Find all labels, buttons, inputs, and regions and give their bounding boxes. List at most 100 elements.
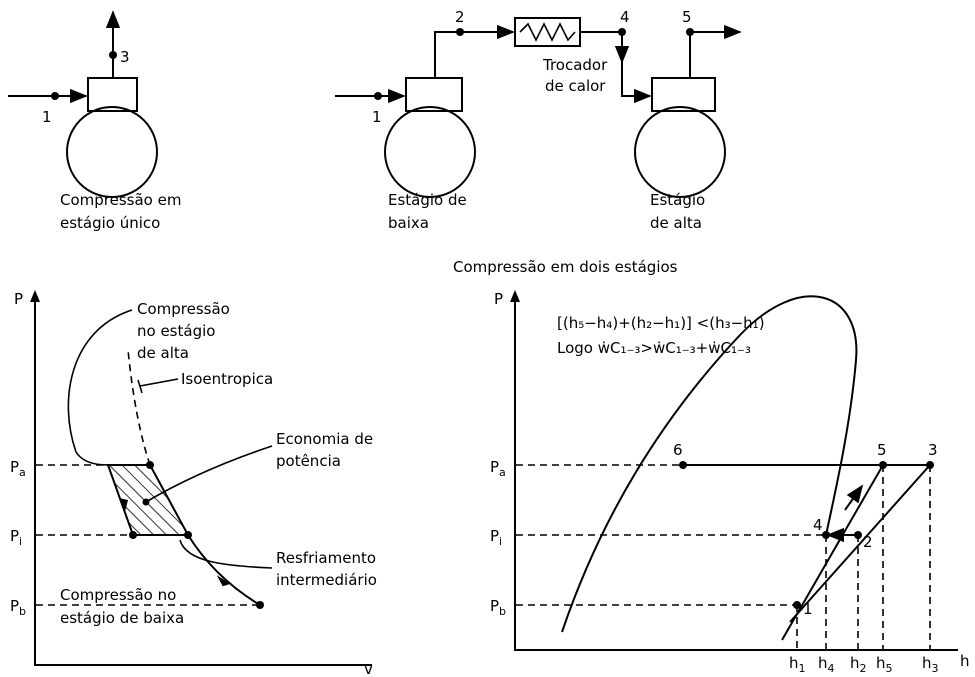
leader [67,309,133,466]
sub: b [499,605,506,618]
axis-label: P [14,290,23,308]
sub: i [19,535,22,548]
point-label: 3 [928,441,938,459]
axis-arrow [510,290,520,302]
point-label: 4 [620,8,630,26]
point-label: 4 [813,516,823,534]
point [618,28,626,36]
compressor-head [405,77,463,112]
sub: 3 [932,662,939,675]
h: h [922,654,932,672]
line [789,464,931,623]
label: baixa [388,214,429,232]
point-label: 2 [863,533,873,551]
pressure-label: Pa [10,458,26,479]
p: P [490,597,499,615]
arrow [844,484,864,511]
compressor [66,106,158,198]
h: h [789,654,799,672]
h-label: h4 [818,654,835,675]
caption: Compressão em [60,191,181,209]
compression-curve [187,534,261,606]
pressure-label: Pa [490,458,506,479]
axis-label: P [494,290,503,308]
point-label: 1 [42,108,52,126]
h: h [850,654,860,672]
sub: a [19,466,26,479]
single-stage: 1 3 Compressão em estágio único [8,10,181,232]
pipe [434,24,515,78]
point [51,92,59,100]
note: Isoentropica [181,370,273,388]
outlet [689,24,742,78]
formula: [(h₅−h₄)+(h₂−h₁)] <(h₃−h₁) [557,314,765,332]
arrow [119,498,128,512]
h-label: h3 [922,654,939,675]
compressor [384,106,476,198]
compressor [634,106,726,198]
point [256,601,264,609]
note: Resfriamento [276,549,376,567]
note: potência [276,452,341,470]
tick [137,379,143,394]
note: Compressão no [60,586,176,604]
sub: a [499,466,506,479]
point [146,461,154,469]
caption: Compressão em dois estágios [453,258,678,276]
note: Economia de [276,430,373,448]
point [456,28,464,36]
axes [34,292,372,666]
formula: Logo ẇC₁₋₃>ẇC₁₋₃+ẇC₁₋₃ [557,339,751,357]
sub: 2 [860,662,867,675]
arrow [216,575,231,587]
point [374,92,382,100]
point [926,461,934,469]
saturation-dome [561,295,858,633]
sub: 4 [828,662,835,675]
point-label: 3 [120,48,130,66]
note: intermediário [276,571,377,589]
pipe [621,60,652,104]
sub: b [19,605,26,618]
label: Estágio de [388,191,467,209]
p: P [10,597,19,615]
point [184,531,192,539]
axis-label: v [364,660,373,677]
leader [139,378,179,387]
ph-diagram: P h Pa Pi Pb [(h₅−h₄)+(h₂−h₁)] <(h₃−h₁) … [490,290,970,675]
point-label: 6 [673,441,683,459]
pressure-label: Pi [490,527,502,548]
point [854,531,862,539]
point [109,51,117,59]
note: Compressão [137,300,230,318]
h-label: h2 [850,654,867,675]
point-label: 1 [372,108,382,126]
axis-arrow [30,290,40,302]
point [822,531,830,539]
pv-diagram: P v Pa Pi Pb Compressão no estágio de al… [10,290,377,677]
point [879,461,887,469]
point [686,28,694,36]
sub: 1 [799,662,806,675]
axis-label: h [960,652,970,670]
p: P [10,527,19,545]
label: Trocador [542,56,608,74]
point-label: 1 [803,600,813,618]
h: h [818,654,828,672]
note: estágio de baixa [60,609,184,627]
two-stage: 1 2 4 5 Trocador de calor Estágio de bai… [335,8,742,276]
point [679,461,687,469]
sub: i [499,535,502,548]
h-label: h5 [876,654,893,675]
h: h [876,654,886,672]
caption: estágio único [60,214,160,232]
isentropic [127,349,151,466]
note: no estágio [137,322,215,340]
leader [179,539,273,569]
note: de alta [137,344,189,362]
leader [145,445,273,503]
pressure-label: Pb [490,597,506,618]
